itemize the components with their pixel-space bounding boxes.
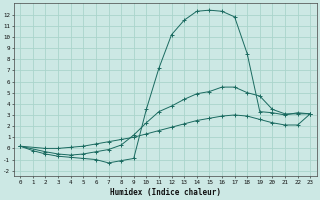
X-axis label: Humidex (Indice chaleur): Humidex (Indice chaleur) bbox=[110, 188, 221, 197]
